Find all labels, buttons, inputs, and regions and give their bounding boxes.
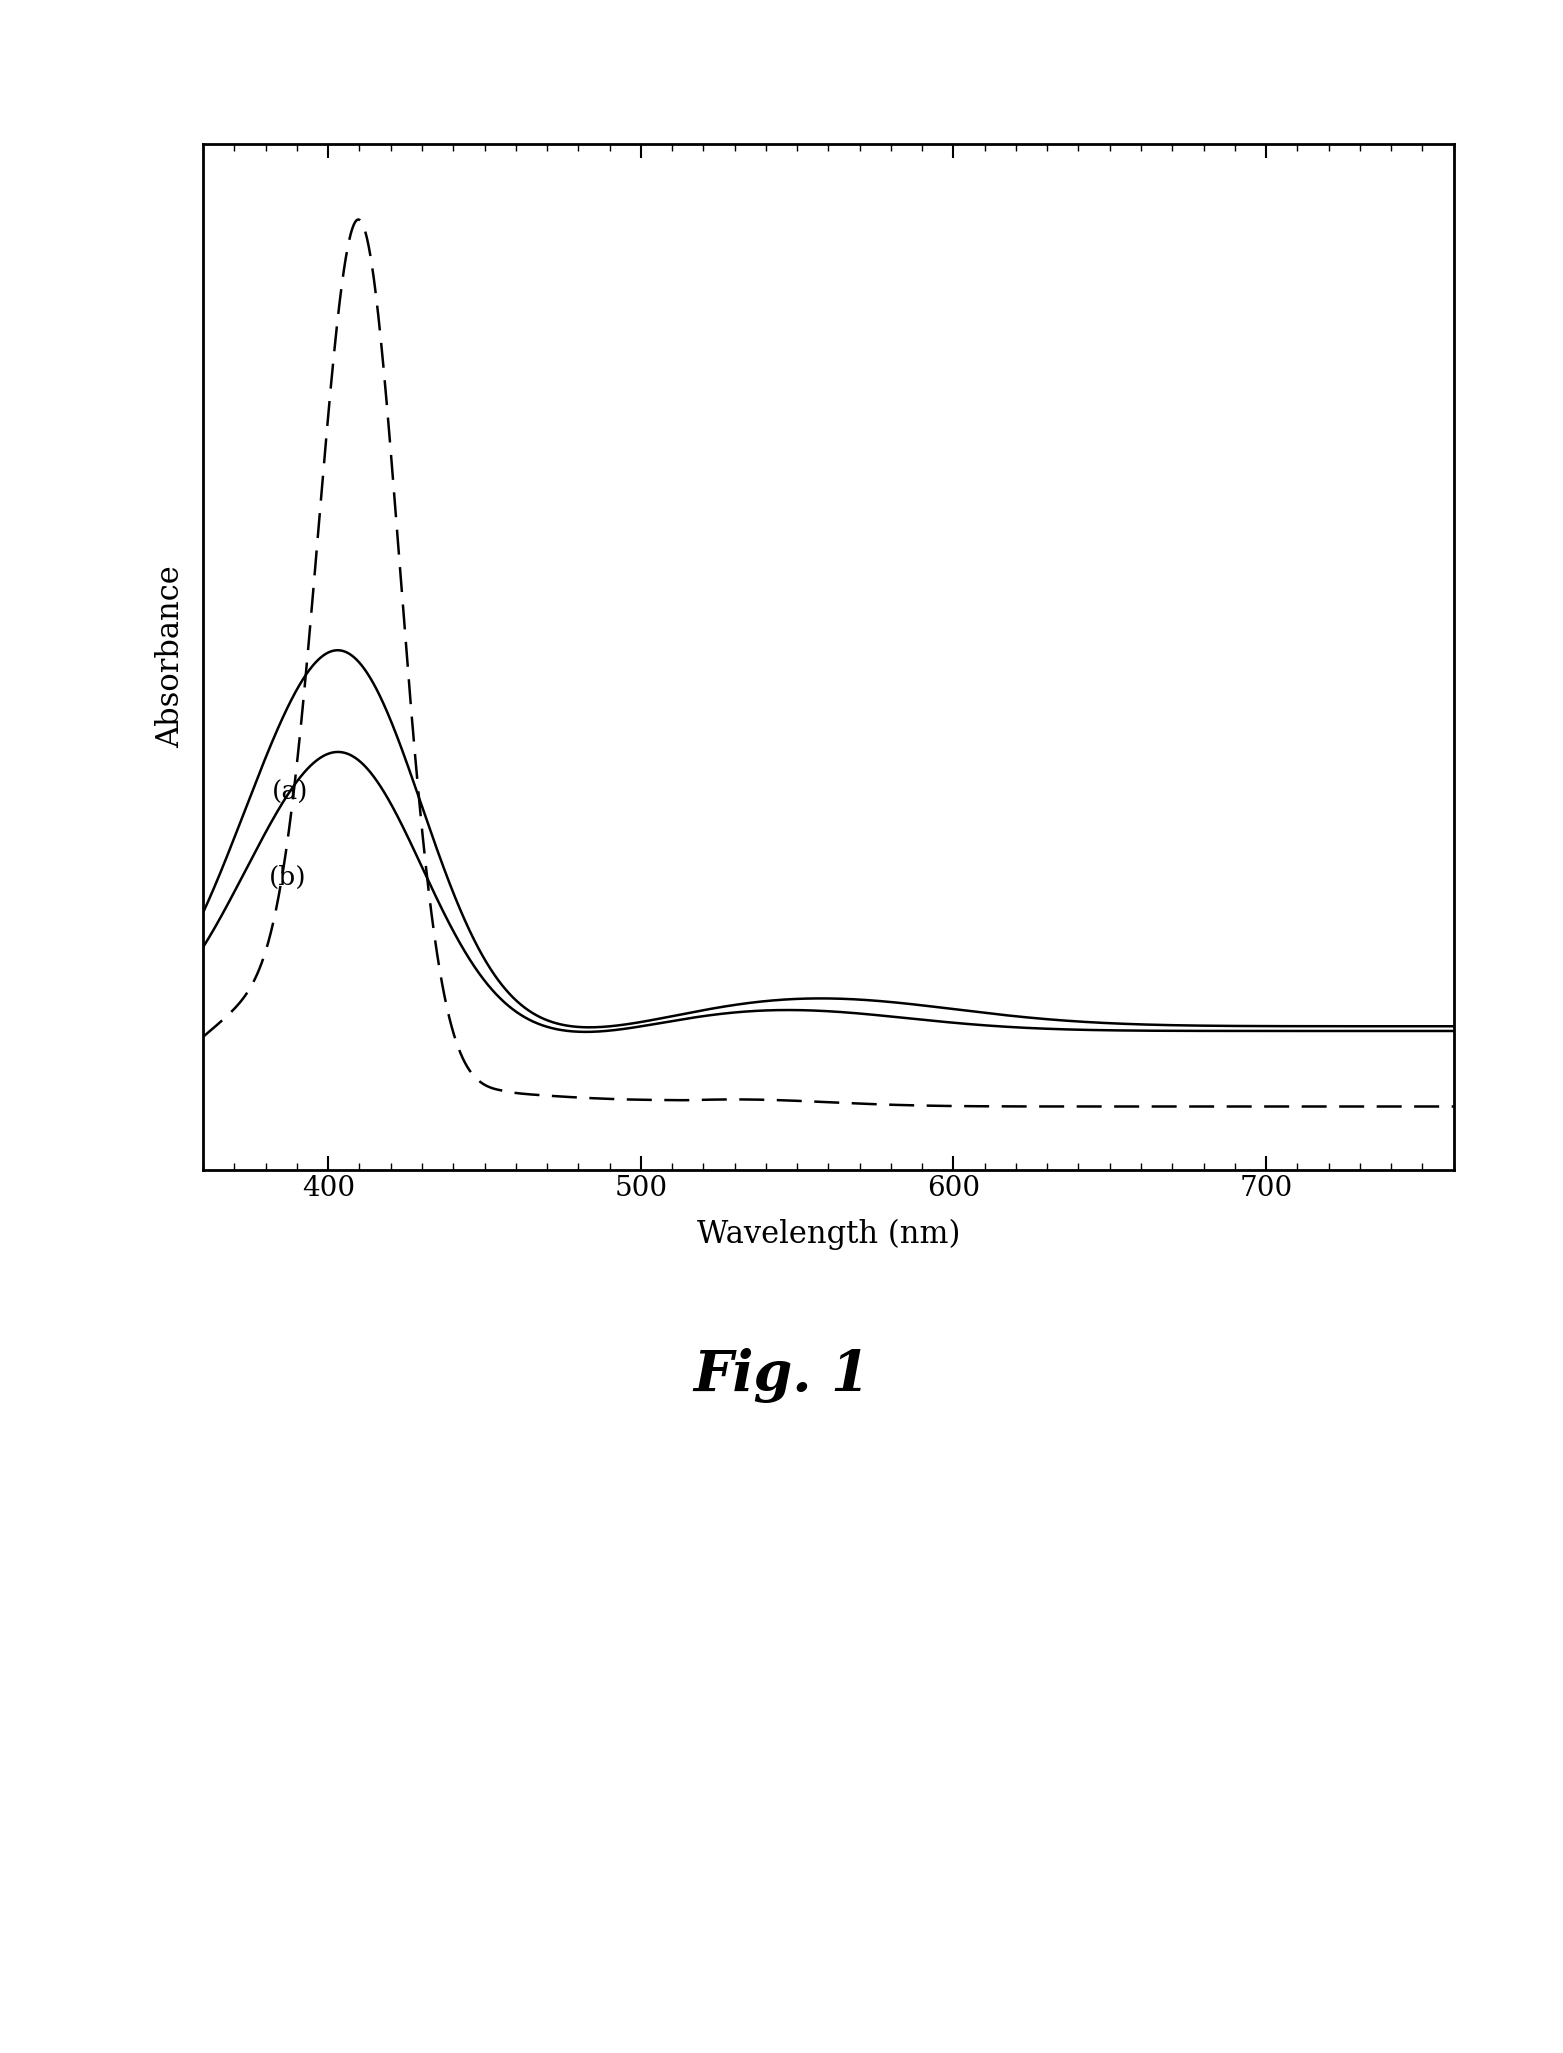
- Y-axis label: Absorbance: Absorbance: [156, 565, 186, 749]
- Text: Fig. 1: Fig. 1: [692, 1349, 871, 1402]
- X-axis label: Wavelength (nm): Wavelength (nm): [697, 1219, 960, 1250]
- Text: (b): (b): [269, 864, 306, 889]
- Text: (a): (a): [272, 780, 308, 805]
